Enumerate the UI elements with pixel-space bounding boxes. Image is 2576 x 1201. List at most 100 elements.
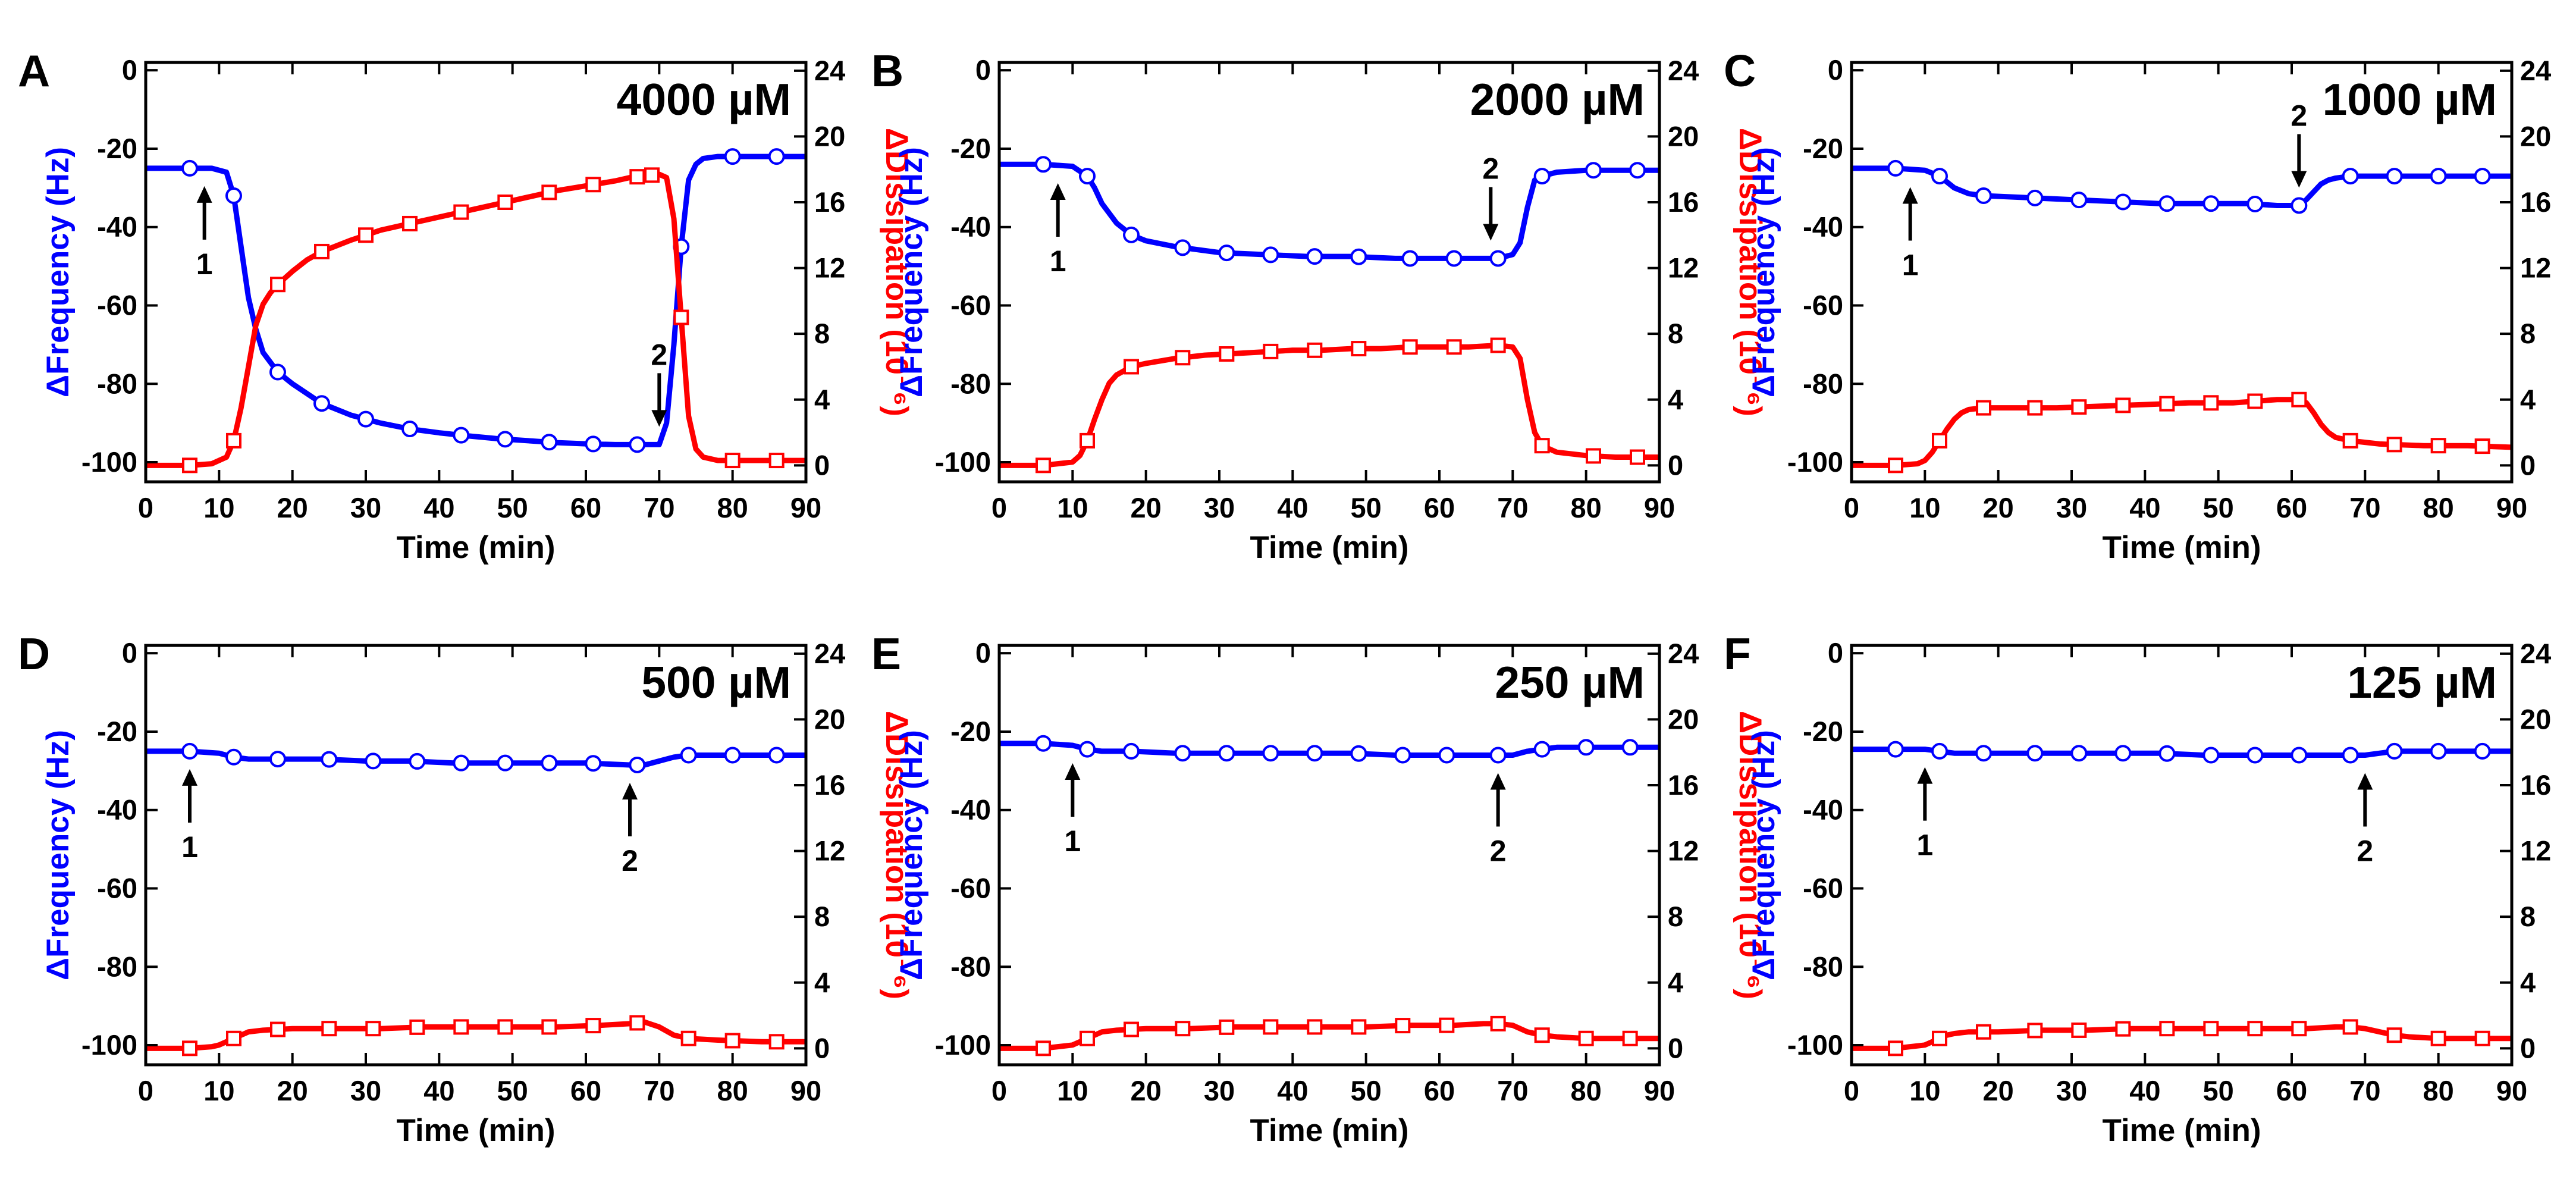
dissipation-marker [673, 309, 689, 325]
frequency-marker [181, 159, 198, 177]
x-tick-label: 80 [1571, 492, 1602, 523]
frequency-marker [2342, 747, 2359, 764]
dissipation-marker [768, 453, 785, 469]
y2-tick-label: 20 [1668, 120, 1699, 152]
dissipation-marker [1578, 1030, 1594, 1046]
dissipation-marker [1888, 1040, 1903, 1056]
y2-tick-label: 8 [814, 901, 830, 932]
event-label: 1 [1050, 244, 1066, 278]
dissipation-marker [1976, 1024, 1991, 1040]
dissipation-marker [314, 243, 330, 259]
dissipation-marker [541, 184, 557, 200]
dissipation-marker [629, 1015, 645, 1031]
dissipation-marker [1534, 438, 1550, 454]
frequency-marker [225, 748, 242, 766]
plot-frame-e [997, 644, 1661, 1067]
y-axis-title: ΔFrequency (Hz) [1746, 147, 1781, 397]
event-label: 1 [1902, 249, 1919, 282]
y-tick-label: -100 [1787, 446, 1843, 478]
x-tick-label: 90 [790, 1075, 821, 1106]
frequency-marker [1174, 745, 1191, 762]
dissipation-marker [541, 1019, 557, 1035]
frequency-marker [2386, 168, 2403, 185]
event-arrowhead [622, 782, 638, 799]
panel-b: 0 10 20 30 40 50 60 70 80 900-20-40-60-80-1002420… [871, 46, 1768, 565]
y-axis-title: ΔFrequency (Hz) [1746, 730, 1781, 980]
x-tick-label: 10 [1909, 492, 1940, 523]
frequency-marker [1035, 156, 1052, 173]
x-tick-label: 50 [2203, 1075, 2234, 1106]
frequency-marker [2474, 168, 2491, 185]
y2-tick-label: 0 [814, 449, 830, 481]
dissipation-marker [2291, 391, 2307, 407]
frequency-marker [1079, 741, 1096, 758]
y2-tick-label: 24 [2520, 55, 2551, 86]
plot-frame-c [1850, 61, 2514, 484]
dissipation-marker [1888, 457, 1903, 473]
frequency-marker [1887, 741, 1904, 758]
y-axis-title: ΔFrequency (Hz) [40, 147, 76, 397]
y-tick-label: -100 [81, 1029, 137, 1061]
frequency-marker [1262, 745, 1279, 762]
y2-tick-label: 8 [1668, 901, 1683, 932]
x-tick-label: 20 [1983, 492, 2014, 523]
frequency-marker [629, 756, 646, 773]
y-tick-label: -60 [1803, 290, 1843, 321]
x-axis-title: Time (min) [2103, 530, 2261, 565]
frequency-marker [2474, 742, 2491, 760]
y-tick-label: -80 [950, 951, 991, 982]
frequency-line-e [999, 741, 1659, 758]
frequency-marker [2430, 742, 2447, 760]
y-tick-label: -20 [97, 133, 137, 164]
x-tick-label: 30 [2056, 1075, 2087, 1106]
y2-tick-label: 20 [2520, 703, 2551, 735]
frequency-marker [2246, 196, 2264, 213]
frequency-line-b [999, 161, 1659, 261]
dissipation-marker [1080, 432, 1095, 449]
frequency-marker [453, 754, 470, 772]
dissipation-marker [1036, 1040, 1051, 1056]
dissipation-marker [629, 169, 645, 185]
event-label: 2 [651, 338, 667, 371]
y2-tick-label: 12 [1668, 835, 1699, 867]
y-tick-label: -80 [950, 368, 991, 399]
x-tick-label: 80 [1571, 1075, 1602, 1106]
y2-tick-label: 24 [1668, 55, 1699, 86]
concentration-label: 1000 µM [2323, 74, 2497, 124]
frequency-marker [2070, 745, 2088, 762]
y2-tick-label: 12 [1668, 252, 1699, 284]
event-label: 2 [2291, 99, 2307, 132]
y2-tick-label: 8 [814, 318, 830, 349]
dissipation-marker [1124, 1021, 1139, 1037]
y2-tick-label: 0 [814, 1032, 830, 1064]
dissipation-marker [270, 277, 285, 293]
panel-letter: D [18, 629, 50, 679]
y-tick-label: 0 [1828, 54, 1843, 86]
frequency-marker [2202, 747, 2220, 764]
event-arrowhead [2291, 171, 2307, 188]
dissipation-marker [270, 1021, 285, 1037]
dissipation-marker [768, 1034, 785, 1050]
y-tick-label: -20 [950, 133, 991, 164]
dissipation-marker [1402, 339, 1418, 355]
y-tick-label: -80 [97, 368, 137, 399]
x-tick-label: 0 [138, 492, 153, 523]
frequency-marker [1174, 239, 1191, 256]
x-tick-label: 60 [570, 1075, 601, 1106]
frequency-marker [768, 747, 785, 764]
panel-letter: C [1724, 46, 1756, 96]
panel-letter: B [871, 46, 903, 96]
dissipation-marker [1175, 1021, 1191, 1037]
y2-tick-label: 4 [2520, 384, 2536, 415]
dissipation-marker [1351, 341, 1367, 357]
y2-tick-label: 20 [814, 703, 845, 735]
dissipation-marker [2291, 1021, 2307, 1037]
panel-f: 0 10 20 30 40 50 60 70 80 900-20-40-60-80-1002420… [1724, 629, 2551, 1148]
dissipation-marker [2027, 1023, 2043, 1039]
event-arrowhead [1483, 224, 1499, 241]
event-arrowhead [1065, 763, 1081, 780]
frequency-marker [1350, 745, 1367, 762]
x-tick-label: 50 [1351, 1075, 1382, 1106]
dissipation-marker [2203, 395, 2219, 411]
event-arrowhead [1902, 187, 1918, 204]
